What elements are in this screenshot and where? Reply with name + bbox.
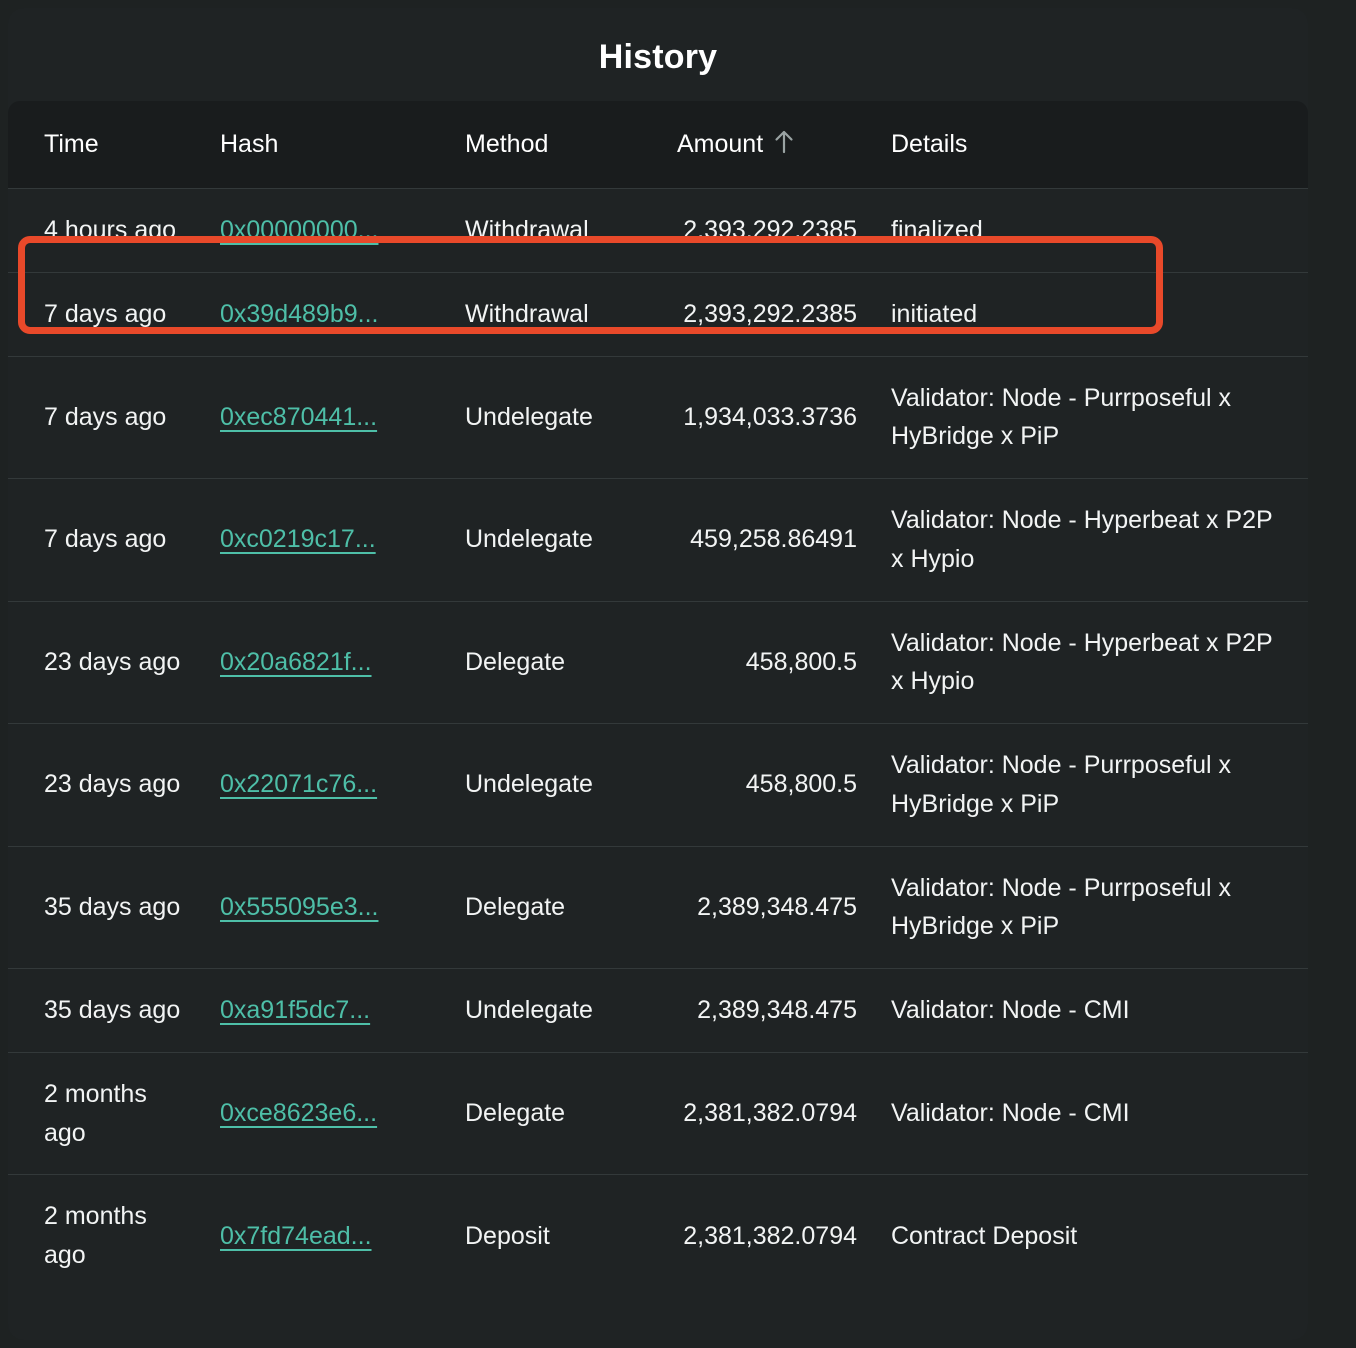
column-header-amount[interactable]: Amount — [665, 101, 873, 189]
cell-amount: 2,381,382.0794 — [683, 1099, 857, 1128]
cell-method: Deposit — [465, 1221, 550, 1250]
transaction-hash-link[interactable]: 0x39d489b9... — [220, 299, 379, 328]
cell-method: Withdrawal — [465, 299, 589, 328]
table-row[interactable]: 23 days ago 0x20a6821f... Delegate 458,800.… — [8, 601, 1308, 724]
column-header-time-label: Time — [44, 130, 99, 158]
table-row[interactable]: 23 days ago 0x22071c76... Undelegate 458,80… — [8, 723, 1308, 847]
cell-time: 2 months ago — [44, 1202, 147, 1269]
column-header-hash-label: Hash — [220, 130, 279, 158]
cell-hash: 0xec870441... — [208, 356, 453, 479]
transaction-hash-link[interactable]: 0x00000000... — [220, 216, 379, 244]
transaction-hash-link[interactable]: 0xa91f5dc7... — [220, 996, 371, 1024]
cell-amount: 2,389,348.475 — [697, 996, 857, 1024]
cell-hash: 0xc0219c17... — [208, 479, 453, 602]
cell-method: Delegate — [465, 1099, 566, 1128]
transaction-hash-link[interactable]: 0xec870441... — [220, 402, 378, 431]
table-row[interactable]: 2 months ago 0x7fd74ead... Deposit 2,381,38… — [8, 1174, 1308, 1297]
cell-hash: 0x20a6821f... — [208, 601, 453, 724]
cell-details: Validator: Node - Purrposeful x HyBridge… — [891, 383, 1231, 451]
table-row[interactable]: 2 months ago 0xce8623e6... Delegate 2,381,3… — [8, 1052, 1308, 1175]
cell-method: Undelegate — [465, 402, 593, 431]
cell-details: Validator: Node - Purrposeful x HyBridge… — [891, 751, 1231, 818]
history-table-wrapper: Time Hash Method Amount Details — [8, 101, 1308, 1297]
transaction-hash-link[interactable]: 0x555095e3... — [220, 892, 379, 921]
history-table: Time Hash Method Amount Details — [8, 101, 1308, 1297]
column-header-amount-label: Amount — [677, 130, 764, 158]
cell-amount: 2,393,292.2385 — [683, 216, 857, 244]
table-body: 4 hours ago 0x00000000... Withdrawal 2,393,… — [8, 188, 1308, 1297]
cell-details: Validator: Node - CMI — [891, 1099, 1130, 1128]
transaction-hash-link[interactable]: 0x22071c76... — [220, 770, 378, 799]
transaction-hash-link[interactable]: 0x7fd74ead... — [220, 1221, 372, 1250]
cell-time: 4 hours ago — [44, 216, 177, 244]
cell-hash: 0xa91f5dc7... — [208, 969, 453, 1053]
cell-details: Validator: Node - Hyperbeat x P2P x Hypi… — [891, 506, 1273, 573]
table-row[interactable]: 7 days ago 0x39d489b9... Withdrawal 2,393,2… — [8, 272, 1308, 356]
transaction-hash-link[interactable]: 0x20a6821f... — [220, 647, 372, 676]
cell-hash: 0x7fd74ead... — [208, 1175, 453, 1297]
table-row[interactable]: 35 days ago 0x555095e3... Delegate 2,389,34… — [8, 846, 1308, 969]
cell-amount: 2,389,348.475 — [697, 892, 857, 921]
cell-time: 7 days ago — [44, 402, 167, 431]
cell-amount: 458,800.5 — [745, 647, 857, 676]
column-header-details[interactable]: Details — [873, 101, 1308, 189]
cell-hash: 0x00000000... — [208, 189, 453, 273]
page-title: History — [598, 38, 718, 76]
table-row[interactable]: 7 days ago 0xc0219c17... Undelegate 459,258… — [8, 478, 1308, 602]
column-header-method-label: Method — [465, 130, 549, 158]
cell-details: finalized — [891, 216, 983, 244]
cell-time: 7 days ago — [44, 299, 167, 328]
cell-time: 35 days ago — [44, 892, 181, 921]
cell-time: 23 days ago — [44, 770, 181, 799]
cell-time: 35 days ago — [44, 996, 181, 1024]
transaction-hash-link[interactable]: 0xce8623e6... — [220, 1099, 378, 1128]
cell-details: Validator: Node - Purrposeful x HyBridge… — [891, 873, 1231, 941]
table-row[interactable]: 35 days ago 0xa91f5dc7... Undelegate 2,389,… — [8, 968, 1308, 1053]
column-header-time[interactable]: Time — [8, 101, 208, 189]
cell-details: initiated — [891, 299, 978, 328]
cell-amount: 458,800.5 — [745, 770, 857, 799]
column-header-details-label: Details — [891, 130, 968, 158]
cell-method: Undelegate — [465, 525, 593, 554]
table-header: Time Hash Method Amount Details — [8, 101, 1308, 189]
column-header-method[interactable]: Method — [453, 101, 665, 189]
column-header-hash[interactable]: Hash — [208, 101, 453, 189]
cell-time: 7 days ago — [44, 525, 167, 554]
cell-amount: 2,393,292.2385 — [683, 299, 857, 328]
cell-method: Delegate — [465, 647, 566, 676]
cell-method: Undelegate — [465, 996, 593, 1024]
cell-hash: 0xce8623e6... — [208, 1052, 453, 1175]
cell-time: 2 months ago — [44, 1079, 147, 1147]
cell-hash: 0x22071c76... — [208, 724, 453, 847]
cell-amount: 1,934,033.3736 — [683, 402, 857, 431]
table-row[interactable]: 7 days ago 0xec870441... Undelegate 1,934,0… — [8, 356, 1308, 479]
cell-details: Contract Deposit — [891, 1221, 1078, 1250]
cell-details: Validator: Node - CMI — [891, 996, 1130, 1024]
cell-amount: 2,381,382.0794 — [683, 1221, 857, 1250]
table-row[interactable]: 4 hours ago 0x00000000... Withdrawal 2,393,… — [8, 188, 1308, 273]
cell-method: Withdrawal — [465, 216, 589, 244]
cell-amount: 459,258.86491 — [690, 525, 857, 554]
cell-hash: 0x39d489b9... — [208, 272, 453, 356]
cell-method: Delegate — [465, 892, 566, 921]
cell-hash: 0x555095e3... — [208, 846, 453, 969]
arrow-up-icon[interactable] — [773, 127, 795, 162]
cell-time: 23 days ago — [44, 647, 181, 676]
table-header-row: Time Hash Method Amount Details — [8, 101, 1308, 189]
cell-details: Validator: Node - Hyperbeat x P2P x Hypi… — [891, 628, 1273, 696]
cell-method: Undelegate — [465, 770, 593, 799]
history-card: History Time Hash — [8, 8, 1308, 1340]
transaction-hash-link[interactable]: 0xc0219c17... — [220, 525, 376, 554]
